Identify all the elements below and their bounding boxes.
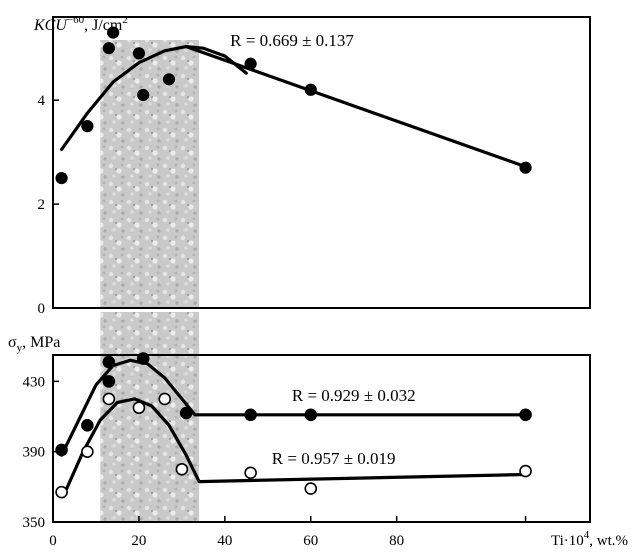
x-axis-label-main: Ti·10	[551, 533, 584, 549]
open-data-point	[132, 401, 146, 415]
kcu-data-point	[244, 57, 257, 70]
kcu-data-point	[107, 26, 120, 39]
kcu-panel: 024 KCU−60, J/cm2 R = 0.669 ± 0.137	[33, 14, 591, 317]
sigma-axis-label-units: , MPa	[22, 334, 60, 351]
kcu-axis-label-sup: −60	[67, 14, 85, 26]
x-tick-label: 80	[389, 533, 404, 549]
kcu-data-point	[519, 161, 532, 174]
open-data-point	[158, 392, 171, 406]
x-axis-label-units: , wt.%	[589, 533, 628, 549]
kcu-fit-curve	[60, 45, 248, 152]
kcu-axis-label-units-sup: 2	[122, 14, 128, 26]
filled-data-point	[102, 355, 116, 369]
open-data-point	[175, 462, 189, 476]
kcu-fit-curves	[60, 45, 528, 169]
kcu-y-tick-label: 4	[38, 93, 46, 109]
sigma-panel: 350 390 430 0 20 40 60 80 σy, MPa R = 0.929 ± …	[8, 312, 628, 549]
sigma-plot-frame	[52, 354, 591, 523]
kcu-y-ticks: 0 2 4	[38, 93, 59, 317]
open-data-point	[81, 445, 94, 458]
kcu-axis-label-units: , J/cm	[84, 17, 123, 34]
kcu-r-annotation: R = 0.669 ± 0.137	[230, 31, 354, 50]
kcu-data-point	[132, 47, 146, 60]
kcu-data-point	[81, 120, 94, 133]
kcu-y-tick-label: 0	[38, 301, 46, 317]
sigma-y-tick-label: 430	[23, 374, 46, 390]
kcu-axis-label: KCU−60, J/cm2	[33, 14, 128, 34]
x-axis-label-sup: 4	[584, 529, 590, 541]
kcu-plot-frame	[52, 16, 591, 309]
kcu-data-points	[55, 26, 532, 185]
filled-data-point	[102, 375, 116, 388]
filled-data-point	[304, 408, 318, 422]
kcu-data-point	[304, 83, 317, 96]
filled-data-point	[81, 419, 94, 432]
x-tick-label: 0	[49, 533, 57, 549]
x-tick-label: 20	[131, 533, 146, 549]
filled-data-point	[55, 443, 68, 457]
x-tick-label: 40	[217, 533, 232, 549]
filled-data-point	[244, 408, 257, 422]
sigma-data-points	[55, 352, 532, 499]
kcu-fit-curve	[184, 45, 528, 169]
open-data-point	[55, 485, 68, 499]
filled-series-r-annotation: R = 0.929 ± 0.032	[292, 386, 416, 405]
open-series-fit-curve	[64, 397, 528, 492]
sigma-axis-label: σy, MPa	[8, 334, 60, 354]
kcu-y-tick-label: 2	[38, 197, 46, 213]
kcu-data-point	[102, 42, 115, 55]
kcu-data-point	[137, 88, 150, 102]
open-data-point	[304, 482, 318, 495]
open-data-point	[244, 466, 257, 480]
x-tick-label: 60	[303, 533, 318, 549]
filled-data-point	[519, 408, 532, 422]
filled-data-point	[136, 352, 150, 365]
kcu-data-point	[55, 171, 68, 185]
open-data-point	[519, 464, 532, 478]
x-axis-label: Ti·104, wt.%	[551, 529, 628, 549]
sigma-axis-label-sub: y	[17, 342, 23, 354]
sigma-y-tick-label: 350	[23, 515, 46, 531]
filled-data-point	[179, 406, 193, 420]
open-data-point	[102, 392, 116, 406]
open-series-r-annotation: R = 0.957 ± 0.019	[272, 449, 396, 468]
sigma-axis-label-main: σ	[8, 334, 17, 351]
kcu-data-point	[162, 73, 176, 86]
micrograph-band-top	[100, 40, 200, 308]
kcu-axis-label-main: KCU	[33, 17, 68, 34]
sigma-y-tick-label: 390	[23, 445, 46, 461]
x-axis-ticks: 0 20 40 60 80	[49, 516, 527, 549]
